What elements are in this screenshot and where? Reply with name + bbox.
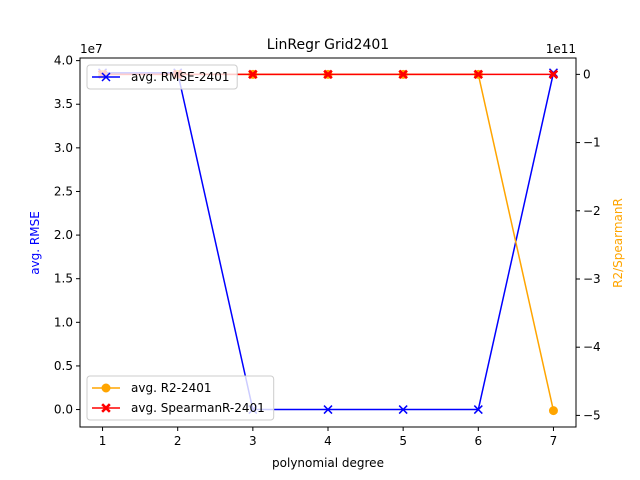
data-point [398,405,408,415]
right-y-axis-label: R2/SpearmanR [611,198,625,288]
chart-title: LinRegr Grid2401 [267,37,389,53]
x-tick-label: 7 [550,434,558,448]
legend-box [86,64,238,90]
left-y-tick-label: 1.5 [54,272,73,286]
x-tick-label: 5 [399,434,407,448]
legend-swatch-marker [101,72,111,82]
data-point [323,405,333,415]
data-point [398,69,409,80]
data-point [247,69,258,80]
right-y-tick-label: 0 [583,67,591,81]
left-y-tick-label: 1.0 [54,315,73,329]
x-tick-label: 1 [99,434,107,448]
left-y-tick-label: 2.5 [54,184,73,198]
right-y-tick-label: −4 [583,340,601,354]
series-line [102,73,555,411]
x-tick-label: 2 [174,434,182,448]
data-point [473,405,483,415]
legend-swatch-marker [101,383,111,393]
series-line [102,72,555,411]
legend-label: avg. SpearmanR-2401 [131,401,265,415]
plot-frame [79,57,577,428]
legend-upper-left: avg. RMSE-2401 [86,64,238,90]
left-axis-offset-text: 1e7 [80,42,103,56]
x-tick-label: 4 [324,434,332,448]
x-axis-label: polynomial degree [272,456,384,470]
left-y-axis-label: avg. RMSE [28,211,42,275]
right-axis-offset-text: 1e11 [546,42,576,56]
left-y-tick-label: 4.0 [54,54,73,68]
data-point [323,69,333,80]
data-point [548,69,559,80]
right-y-tick-label: −1 [583,136,601,150]
ticks-layer: 1 2 3 4 5 6 7 0.0 0.5 1.0 1.5 2.0 2.5 3.0 3.5 4.0 0 −1 −2 −… [54,54,601,448]
left-y-tick-label: 0.5 [54,359,73,373]
right-y-tick-label: −3 [583,272,601,286]
data-point [548,406,558,416]
left-y-tick-label: 0.0 [54,403,73,417]
left-y-tick-label: 3.0 [54,141,73,155]
left-y-tick-label: 2.0 [54,228,73,242]
legend-label: avg. RMSE-2401 [131,70,229,84]
x-tick-label: 6 [474,434,482,448]
legend-layer: avg. RMSE-2401 avg. R2-2401 avg. SpearmanR… [86,64,275,421]
series-layer [97,68,559,416]
legend-lower-left: avg. R2-2401 avg. SpearmanR-2401 [86,375,275,421]
legend-swatch-marker [101,403,111,413]
x-tick-label: 3 [249,434,257,448]
legend-box [86,375,275,421]
legend-label: avg. R2-2401 [131,381,212,395]
right-y-tick-label: −5 [583,408,601,422]
right-y-tick-label: −2 [583,204,601,218]
data-point [473,69,484,80]
left-y-tick-label: 3.5 [54,97,73,111]
